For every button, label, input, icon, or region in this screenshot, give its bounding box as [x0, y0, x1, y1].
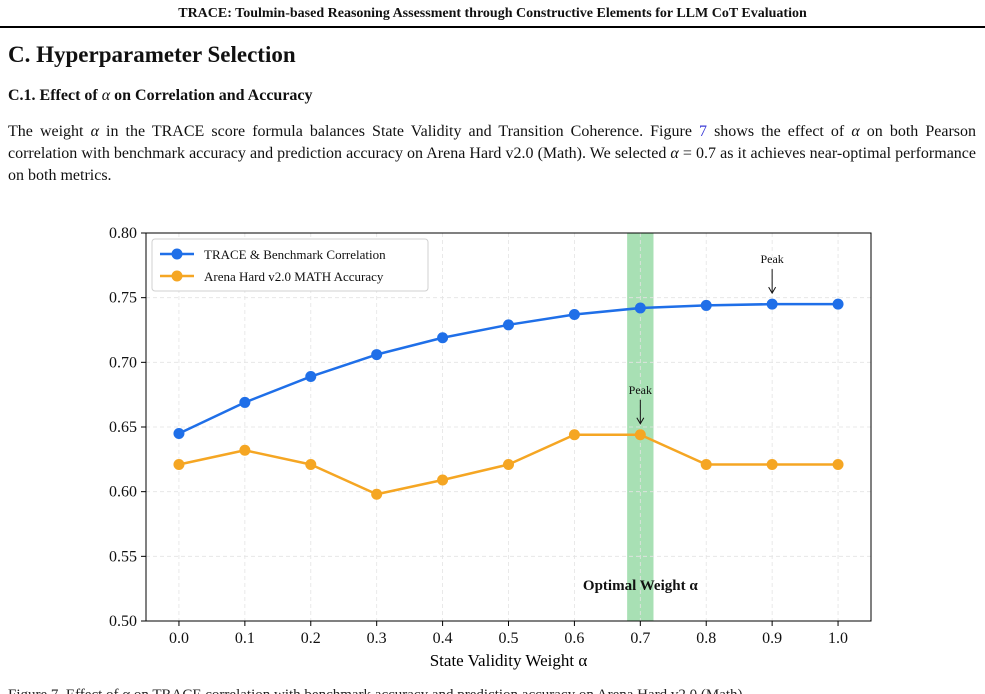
- legend-swatch-marker: [171, 270, 183, 282]
- alpha-effect-chart: Peak Peak Optimal Weight α 0.0 0.1 0.2 0.3 0.4…: [109, 225, 872, 670]
- peak-label: Peak: [629, 383, 652, 397]
- x-tick-label: 0.4: [433, 630, 453, 647]
- data-point: [305, 371, 317, 383]
- para-text-4: on both Pearson correlation with benchma…: [8, 123, 977, 162]
- data-point: [371, 488, 383, 500]
- y-tick-label: 0.65: [109, 419, 137, 436]
- y-tick-label: 0.60: [109, 484, 137, 501]
- x-tick-label: 0.7: [630, 630, 650, 647]
- y-tick-label: 0.55: [109, 548, 137, 565]
- data-point: [173, 427, 185, 439]
- y-tick-label: 0.80: [109, 225, 137, 242]
- section-title: C. Hyperparameter Selection: [8, 42, 296, 67]
- subsection-symbol: α: [101, 87, 111, 104]
- header-rule: [0, 26, 985, 28]
- y-tick-label: 0.70: [109, 354, 137, 371]
- x-tick-label: 0.3: [367, 630, 387, 647]
- para-text-1: The weight: [8, 123, 91, 140]
- data-point: [568, 429, 580, 441]
- x-tick-label: 0.5: [499, 630, 519, 647]
- x-tick-label: 0.2: [301, 630, 321, 647]
- data-point: [305, 459, 317, 471]
- data-point: [503, 319, 514, 331]
- legend-box: [151, 238, 429, 292]
- legend-swatch-marker: [171, 248, 183, 260]
- x-tick-label: 0.8: [696, 630, 716, 647]
- y-tick-label: 0.50: [109, 613, 137, 630]
- data-point: [503, 459, 514, 471]
- peak-label: Peak: [760, 252, 783, 266]
- x-tick-label: 0.6: [564, 630, 584, 647]
- optimal-weight-label: Optimal Weight α: [583, 578, 698, 594]
- data-point: [832, 459, 844, 471]
- x-tick-label: 0.9: [762, 630, 782, 647]
- x-tick-label: 0.0: [169, 630, 189, 647]
- peak-arrow-head: [636, 417, 645, 425]
- para-text-5: = 0.7 as it achieves near-optimal perfor…: [8, 145, 977, 184]
- data-point: [437, 332, 449, 344]
- figure-caption: Figure 7. Effect of α on TRACE correlati…: [8, 684, 976, 694]
- data-point: [832, 298, 844, 310]
- data-point: [239, 396, 251, 408]
- x-tick-label: 1.0: [828, 630, 848, 647]
- para-text-3: shows the effect of: [707, 123, 852, 140]
- data-point: [700, 459, 712, 471]
- data-point: [634, 429, 646, 441]
- figure-reference-link[interactable]: 7: [699, 123, 707, 140]
- peak-arrow-head: [768, 286, 777, 295]
- data-point: [634, 302, 646, 314]
- legend-entry: TRACE & Benchmark Correlation: [204, 247, 386, 262]
- data-point: [437, 474, 449, 486]
- data-point: [766, 459, 778, 471]
- figure-7: Peak Peak Optimal Weight α 0.0 0.1 0.2 0.3 0.4…: [0, 220, 985, 680]
- alpha-symbol: α: [670, 145, 679, 162]
- para-text-2: in the TRACE score formula balances Stat…: [98, 123, 699, 140]
- subsection-title: C.1. Effect of α on Correlation and Accu…: [8, 87, 313, 105]
- data-point: [700, 299, 712, 311]
- subsection-suffix: on Correlation and Accuracy: [110, 87, 313, 104]
- running-head: TRACE: Toulmin-based Reasoning Assessmen…: [178, 6, 807, 21]
- data-point: [239, 444, 251, 456]
- data-point: [371, 349, 383, 361]
- alpha-symbol: α: [90, 123, 99, 140]
- body-paragraph: The weight α in the TRACE score formula …: [8, 121, 976, 187]
- y-tick-label: 0.75: [109, 290, 137, 307]
- data-point: [173, 459, 185, 471]
- alpha-symbol: α: [851, 123, 860, 140]
- data-point: [568, 308, 580, 320]
- x-tick-label: 0.1: [235, 630, 255, 647]
- x-axis-label: State Validity Weight α: [430, 651, 588, 670]
- subsection-prefix: C.1. Effect of: [8, 87, 102, 104]
- data-point: [766, 298, 778, 310]
- legend-entry: Arena Hard v2.0 MATH Accuracy: [204, 269, 384, 284]
